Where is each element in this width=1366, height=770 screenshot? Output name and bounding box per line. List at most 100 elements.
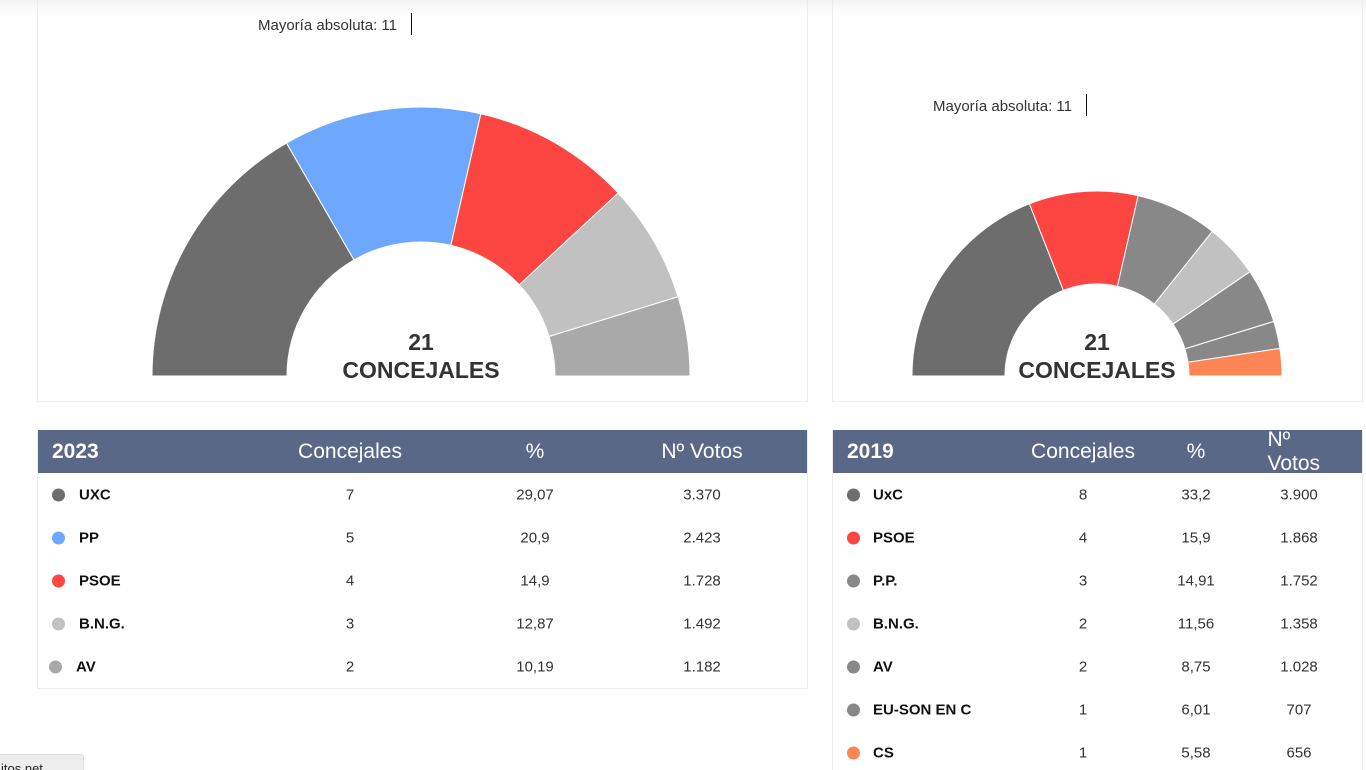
table-row: PSOE 4 14,9 1.728 bbox=[38, 559, 807, 602]
table-row: CS 1 5,58 656 bbox=[833, 731, 1362, 770]
chart-card-2019 bbox=[832, 0, 1363, 402]
votes-value: 1.752 bbox=[1280, 572, 1318, 589]
majority-label-2019: Mayoría absoluta: 11 bbox=[933, 94, 1087, 118]
votes-value: 1.028 bbox=[1280, 658, 1318, 675]
percent-value: 14,91 bbox=[1177, 572, 1215, 589]
majority-marker bbox=[410, 13, 412, 35]
table-row: AV 2 10,19 1.182 bbox=[38, 645, 807, 688]
party-color-dot-icon bbox=[847, 617, 860, 630]
table-header: 2019 Concejales % Nº Votos bbox=[833, 427, 1362, 475]
table-row: AV 2 8,75 1.028 bbox=[833, 645, 1362, 688]
party-name: B.N.G. bbox=[873, 615, 919, 632]
seat-total-caption: CONCEJALES bbox=[342, 357, 500, 383]
seat-total-caption: CONCEJALES bbox=[1018, 357, 1176, 383]
majority-text: Mayoría absoluta: 11 bbox=[258, 16, 397, 34]
seat-segment-uxc[interactable] bbox=[151, 142, 355, 377]
party-color-dot-icon bbox=[52, 488, 65, 501]
table-row: UxC 8 33,2 3.900 bbox=[833, 473, 1362, 516]
seat-total: 21 bbox=[1084, 329, 1110, 355]
votes-value: 1.182 bbox=[683, 658, 721, 675]
percent-value: 14,9 bbox=[520, 572, 550, 589]
percent-value: 33,2 bbox=[1181, 486, 1211, 503]
votes-value: 1.728 bbox=[683, 572, 721, 589]
top-shadow bbox=[0, 0, 1366, 16]
seats-value: 1 bbox=[1078, 744, 1088, 761]
votes-value: 707 bbox=[1286, 701, 1312, 718]
table-row: PSOE 4 15,9 1.868 bbox=[833, 516, 1362, 559]
seat-total: 21 bbox=[408, 329, 434, 355]
votes-value: 3.370 bbox=[683, 486, 721, 503]
votes-value: 656 bbox=[1286, 744, 1312, 761]
party-name: CS bbox=[873, 744, 894, 761]
party-color-dot-icon bbox=[847, 488, 860, 501]
party-color-dot-icon bbox=[52, 574, 65, 587]
party-name: AV bbox=[873, 658, 893, 675]
percent-value: 15,9 bbox=[1181, 529, 1211, 546]
votes-value: 3.900 bbox=[1280, 486, 1318, 503]
party-color-dot-icon bbox=[847, 703, 860, 716]
link-status-tooltip: itos.net bbox=[0, 754, 84, 770]
status-url: itos.net bbox=[1, 761, 43, 770]
table-row: EU-SON EN C 1 6,01 707 bbox=[833, 688, 1362, 731]
seat-segment-av[interactable] bbox=[548, 296, 691, 377]
seat-segment-uxc[interactable] bbox=[911, 203, 1065, 377]
party-name: AV bbox=[76, 658, 96, 675]
party-name: UXC bbox=[79, 486, 111, 503]
results-table-2019: 2019 Concejales % Nº Votos UxC 8 33,2 3.900… bbox=[832, 427, 1363, 770]
majority-marker bbox=[1085, 94, 1087, 116]
hemicycle-chart-2023 bbox=[151, 106, 691, 377]
seats-value: 5 bbox=[345, 529, 355, 546]
percent-value: 6,01 bbox=[1181, 701, 1211, 718]
percent-value: 29,07 bbox=[516, 486, 554, 503]
header-votes: Nº Votos bbox=[661, 439, 743, 463]
table-row: B.N.G. 3 12,87 1.492 bbox=[38, 602, 807, 645]
majority-text: Mayoría absoluta: 11 bbox=[933, 97, 1072, 115]
seats-value: 8 bbox=[1078, 486, 1088, 503]
votes-value: 1.358 bbox=[1280, 615, 1318, 632]
table-row: B.N.G. 2 11,56 1.358 bbox=[833, 602, 1362, 645]
percent-value: 5,58 bbox=[1181, 744, 1211, 761]
table-row: UXC 7 29,07 3.370 bbox=[38, 473, 807, 516]
header-year: 2023 bbox=[52, 439, 99, 463]
seats-value: 2 bbox=[345, 658, 355, 675]
majority-label-2023: Mayoría absoluta: 11 bbox=[258, 13, 412, 37]
results-table-2023: 2023 Concejales % Nº Votos UXC 7 29,07 3.37… bbox=[37, 430, 808, 689]
party-color-dot-icon bbox=[52, 617, 65, 630]
party-color-dot-icon bbox=[847, 746, 860, 759]
center-label-2023: 21 CONCEJALES bbox=[321, 328, 521, 384]
seats-value: 2 bbox=[1078, 658, 1088, 675]
seats-value: 4 bbox=[345, 572, 355, 589]
party-name: PP bbox=[79, 529, 100, 546]
party-name: PSOE bbox=[79, 572, 121, 589]
party-color-dot-icon bbox=[847, 531, 860, 544]
party-name: P.P. bbox=[873, 572, 898, 589]
chart-card-2023 bbox=[37, 0, 808, 402]
seats-value: 7 bbox=[345, 486, 355, 503]
header-percent: % bbox=[1186, 439, 1206, 463]
header-votes: Nº Votos bbox=[1267, 427, 1321, 475]
votes-value: 2.423 bbox=[683, 529, 721, 546]
percent-value: 12,87 bbox=[516, 615, 554, 632]
percent-value: 11,56 bbox=[1177, 615, 1215, 632]
seat-segment-cs[interactable] bbox=[1187, 347, 1283, 377]
header-seats: Concejales bbox=[298, 439, 402, 463]
seats-value: 2 bbox=[1078, 615, 1088, 632]
party-name: PSOE bbox=[873, 529, 915, 546]
hemicycle-chart-2019 bbox=[911, 190, 1283, 377]
seats-value: 3 bbox=[1078, 572, 1088, 589]
table-row: P.P. 3 14,91 1.752 bbox=[833, 559, 1362, 602]
party-name: EU-SON EN C bbox=[873, 701, 972, 718]
party-name: UxC bbox=[873, 486, 904, 503]
percent-value: 10,19 bbox=[516, 658, 554, 675]
votes-value: 1.868 bbox=[1280, 529, 1318, 546]
party-color-dot-icon bbox=[49, 660, 62, 673]
header-year: 2019 bbox=[847, 439, 894, 463]
votes-value: 1.492 bbox=[683, 615, 721, 632]
seats-value: 1 bbox=[1078, 701, 1088, 718]
percent-value: 8,75 bbox=[1181, 658, 1211, 675]
center-label-2019: 21 CONCEJALES bbox=[997, 328, 1197, 384]
percent-value: 20,9 bbox=[520, 529, 550, 546]
table-header: 2023 Concejales % Nº Votos bbox=[38, 430, 807, 473]
header-percent: % bbox=[525, 439, 545, 463]
seats-value: 4 bbox=[1078, 529, 1088, 546]
